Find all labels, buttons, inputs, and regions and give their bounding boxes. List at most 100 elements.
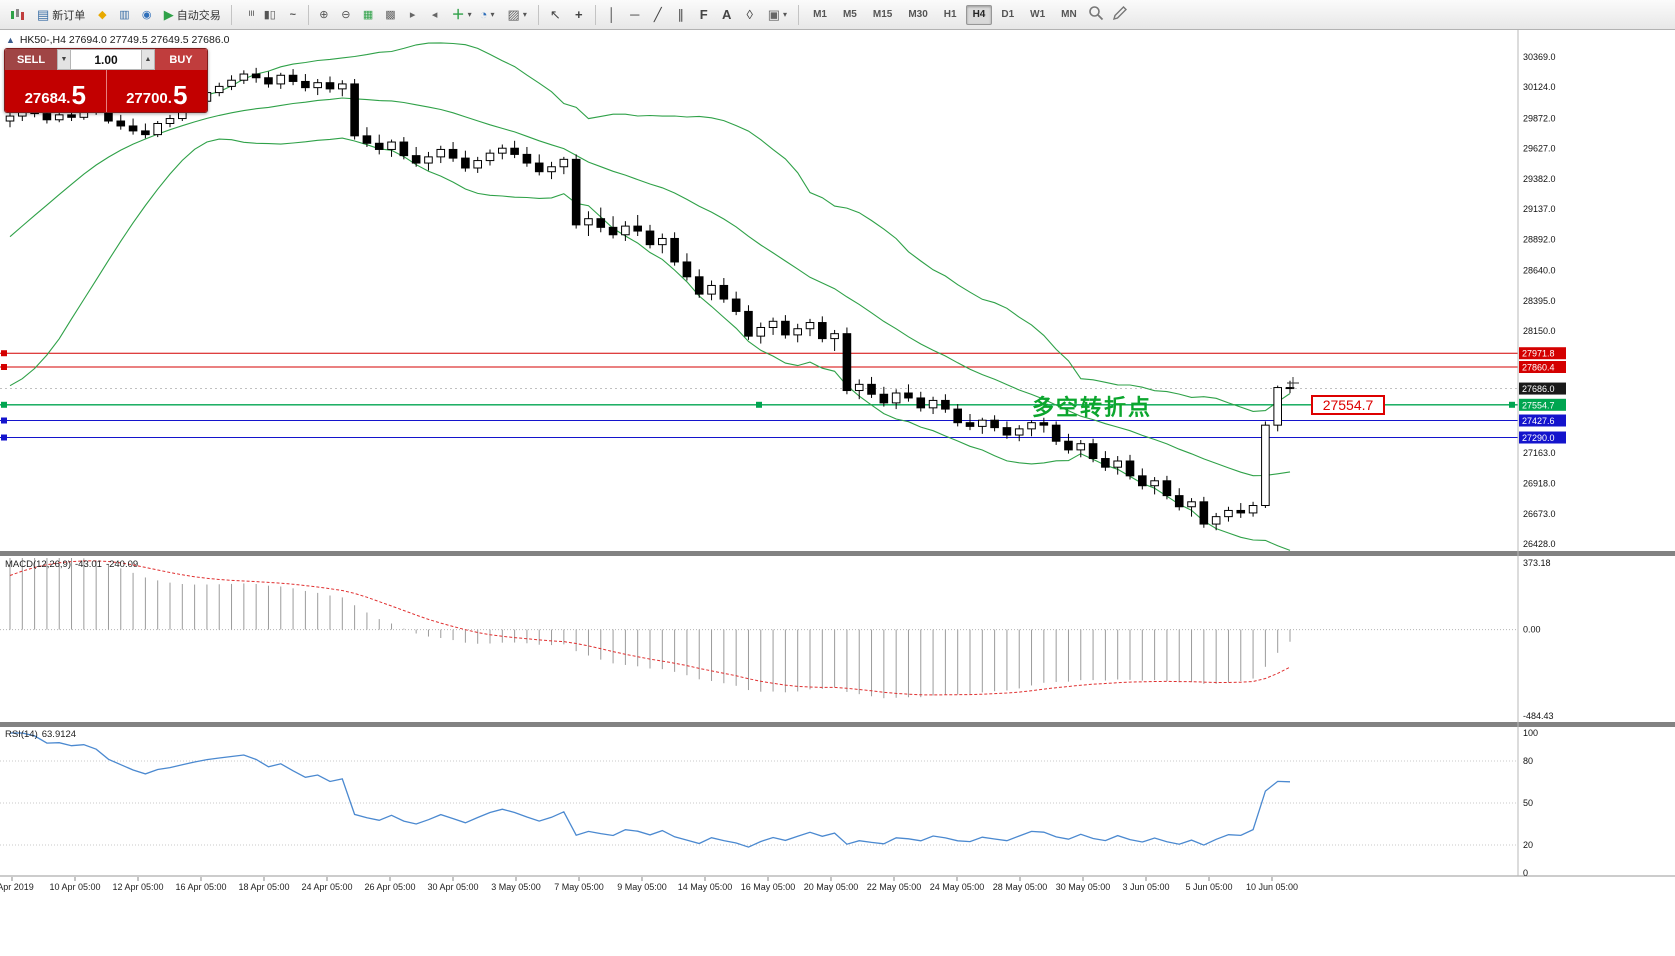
timeframe-h4[interactable]: H4 xyxy=(965,4,993,25)
svg-text:5 Jun 05:00: 5 Jun 05:00 xyxy=(1185,882,1232,892)
candlestick-type-icon[interactable]: ▮▯ xyxy=(263,9,276,21)
svg-text:22 May 05:00: 22 May 05:00 xyxy=(867,882,922,892)
timeframe-w1[interactable]: W1 xyxy=(1023,5,1052,25)
auto-scroll-icon[interactable]: ▸ xyxy=(409,9,416,21)
svg-text:27686.0: 27686.0 xyxy=(1522,384,1555,394)
svg-text:18 Apr 05:00: 18 Apr 05:00 xyxy=(238,882,289,892)
svg-text:30124.0: 30124.0 xyxy=(1523,82,1556,92)
buy-price[interactable]: 27700. 5 xyxy=(107,70,208,112)
price-label-box[interactable]: 27554.7 xyxy=(1311,395,1385,415)
svg-text:0.00: 0.00 xyxy=(1523,625,1541,635)
svg-text:30369.0: 30369.0 xyxy=(1523,52,1556,62)
timeframe-group: M1 M5 M15 M30 H1 H4 D1 W1 MN xyxy=(805,4,1085,25)
edit-icon[interactable] xyxy=(1112,5,1128,24)
macd-indicator-header: MACD(12,26,9) -43.01 -240.09 xyxy=(5,559,142,570)
svg-text:29872.0: 29872.0 xyxy=(1523,113,1556,123)
annotation-text: 多空转折点 xyxy=(1032,395,1153,420)
chevron-down-icon: ▾ xyxy=(467,9,472,19)
channel-tool-icon[interactable]: ∥ xyxy=(677,7,685,22)
bar-chart-type-icon[interactable]: ≡ xyxy=(244,9,257,16)
clock-icon: ◔ xyxy=(479,7,488,22)
timeframe-m5[interactable]: M5 xyxy=(836,5,864,25)
svg-text:-484.43: -484.43 xyxy=(1523,711,1554,721)
timeframe-mn[interactable]: MN xyxy=(1054,5,1084,25)
cascade-windows-icon[interactable]: ▩ xyxy=(385,9,396,21)
chart-shift-icon[interactable]: ◂ xyxy=(431,9,438,21)
svg-text:26673.0: 26673.0 xyxy=(1523,509,1556,519)
svg-text:29382.0: 29382.0 xyxy=(1523,174,1556,184)
new-order-button[interactable]: ▤ 新订单 xyxy=(32,4,90,26)
horizontal-lines xyxy=(0,350,1518,441)
print-icon[interactable]: ▥ xyxy=(119,9,130,21)
label-tool-icon[interactable]: ◊ xyxy=(746,7,753,22)
buy-price-main: 27700. xyxy=(126,90,172,107)
chevron-down-icon: ▾ xyxy=(522,9,527,19)
zoom-in-icon[interactable]: ⊕ xyxy=(319,9,329,21)
volume-decrease-button[interactable]: ▼ xyxy=(57,49,71,70)
trade-panel-prices: 27684. 5 27700. 5 xyxy=(5,70,207,112)
chevron-down-icon: ▾ xyxy=(783,9,788,19)
tile-windows-icon[interactable]: ▦ xyxy=(362,9,374,21)
web-community-icon[interactable]: ◉ xyxy=(141,9,152,21)
svg-text:27860.4: 27860.4 xyxy=(1522,362,1555,372)
shapes-icon: ▣ xyxy=(767,7,781,22)
fibonacci-tool-icon[interactable]: F xyxy=(699,7,708,22)
timeframe-m30[interactable]: M30 xyxy=(901,5,934,25)
search-icon[interactable] xyxy=(1088,5,1104,24)
template-icon: ▨ xyxy=(507,7,520,22)
svg-text:26918.0: 26918.0 xyxy=(1523,479,1556,489)
svg-text:100: 100 xyxy=(1523,728,1538,738)
svg-text:28892.0: 28892.0 xyxy=(1523,234,1556,244)
svg-text:27163.0: 27163.0 xyxy=(1523,448,1556,458)
svg-text:24 May 05:00: 24 May 05:00 xyxy=(930,882,985,892)
volume-input[interactable] xyxy=(71,49,141,70)
timeframe-m15[interactable]: M15 xyxy=(866,5,899,25)
time-axis: 8 Apr 2019 10 Apr 05:00 12 Apr 05:00 16 Apr… xyxy=(0,877,1298,892)
svg-text:30 May 05:00: 30 May 05:00 xyxy=(1056,882,1111,892)
timeframe-h1[interactable]: H1 xyxy=(937,5,964,25)
sell-price-main: 27684. xyxy=(24,90,71,107)
sell-button[interactable]: SELL xyxy=(5,49,57,70)
new-order-label: 新订单 xyxy=(52,9,86,22)
svg-text:28395.0: 28395.0 xyxy=(1523,296,1556,306)
crosshair-icon[interactable]: + xyxy=(574,7,583,22)
autotrading-button[interactable]: ▶ 自动交易 xyxy=(159,4,226,26)
add-indicator-button[interactable]: ＋ ▾ ◔ ▾ ▨ ▾ ↖ + │ ─ ╱ ∥ F A ◊ ▣ ▾ M1 M5 M15 M30… xyxy=(447,4,1139,26)
horizontal-line-tool-icon[interactable]: ─ xyxy=(630,7,640,22)
cursor-icon[interactable]: ↖ xyxy=(549,7,561,22)
toolbar-separator xyxy=(537,4,539,25)
svg-text:26428.0: 26428.0 xyxy=(1523,539,1556,549)
shapes-button[interactable]: ▣ ▾ xyxy=(763,4,792,26)
svg-text:80: 80 xyxy=(1523,756,1533,766)
zoom-out-icon[interactable]: ⊖ xyxy=(341,9,351,21)
sell-price-big-digit: 5 xyxy=(71,80,86,111)
mql5-icon[interactable]: ◆ xyxy=(98,9,107,21)
periods-button[interactable]: ◔ ▾ xyxy=(475,4,500,26)
svg-text:50: 50 xyxy=(1523,798,1533,808)
plus-icon: ＋ xyxy=(451,7,465,22)
price-axis: 30369.0 30124.0 29872.0 29627.0 29382.0 29137… xyxy=(1519,52,1566,549)
trendline-tool-icon[interactable]: ╱ xyxy=(653,7,662,22)
sell-price[interactable]: 27684. 5 xyxy=(5,70,107,112)
toolbar-right-icons xyxy=(1088,5,1134,24)
svg-text:9 May 05:00: 9 May 05:00 xyxy=(617,882,667,892)
svg-text:27971.8: 27971.8 xyxy=(1522,349,1555,359)
svg-text:28150.0: 28150.0 xyxy=(1523,326,1556,336)
volume-increase-button[interactable]: ▲ xyxy=(141,49,155,70)
line-chart-type-icon[interactable]: ~ xyxy=(289,8,297,21)
autotrading-play-icon: ▶ xyxy=(163,7,174,22)
svg-text:20 May 05:00: 20 May 05:00 xyxy=(804,882,859,892)
svg-text:27554.7: 27554.7 xyxy=(1522,400,1555,410)
svg-text:29627.0: 29627.0 xyxy=(1523,144,1556,154)
buy-button[interactable]: BUY xyxy=(155,49,207,70)
macd-label: MACD(12,26,9) xyxy=(5,559,71,570)
buy-price-big-digit: 5 xyxy=(172,80,188,111)
text-tool-icon[interactable]: A xyxy=(722,7,732,22)
templates-button[interactable]: ▨ ▾ xyxy=(503,4,532,26)
rsi-value: 63.9124 xyxy=(41,729,77,740)
svg-text:3 May 05:00: 3 May 05:00 xyxy=(491,882,541,892)
timeframe-d1[interactable]: D1 xyxy=(994,5,1021,25)
vertical-line-tool-icon[interactable]: │ xyxy=(607,7,616,22)
timeframe-m1[interactable]: M1 xyxy=(806,5,834,25)
